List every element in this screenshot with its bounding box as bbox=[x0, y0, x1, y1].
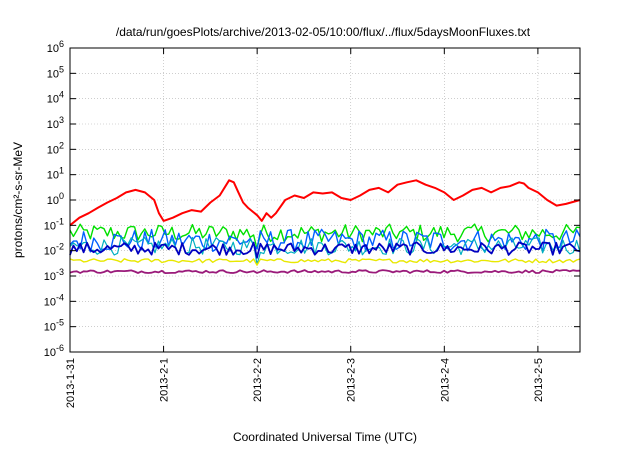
y-tick-label: 10-5 bbox=[44, 318, 64, 334]
y-tick-label: 106 bbox=[47, 39, 64, 55]
x-axis: 2013-1-31 2013-2-1 2013-2-2 2013-2-3 2013-2-… bbox=[65, 48, 545, 408]
flux-band-line bbox=[69, 258, 581, 266]
flux-band-line bbox=[69, 269, 581, 275]
series-layer bbox=[69, 179, 581, 275]
y-tick-label: 10-6 bbox=[44, 343, 64, 359]
x-tick-label: 2013-2-1 bbox=[159, 358, 171, 402]
x-tick-label: 2013-2-3 bbox=[346, 358, 358, 402]
y-tick-label: 101 bbox=[47, 166, 64, 182]
flux-band-line bbox=[69, 223, 581, 250]
y-tick-label: 10-3 bbox=[44, 267, 64, 283]
y-tick-label: 104 bbox=[47, 90, 64, 106]
flux-series-line bbox=[69, 179, 581, 227]
y-tick-label: 103 bbox=[47, 115, 64, 131]
grid-layer bbox=[70, 48, 580, 352]
flux-band-line bbox=[69, 241, 581, 259]
x-tick-label: 2013-1-31 bbox=[65, 358, 77, 408]
x-tick-label: 2013-2-4 bbox=[439, 358, 451, 402]
x-tick-label: 2013-2-5 bbox=[533, 358, 545, 402]
y-axis: 10-6 10-5 10-4 10-3 10-2 10-1 100 101 102 103 104 1… bbox=[44, 39, 580, 359]
x-axis-label: Coordinated Universal Time (UTC) bbox=[233, 430, 417, 444]
y-tick-label: 10-4 bbox=[44, 292, 64, 308]
y-axis-label: protons/cm²-s-sr-MeV bbox=[11, 142, 25, 258]
y-tick-label: 100 bbox=[47, 191, 64, 207]
flux-band-line bbox=[69, 228, 581, 253]
y-tick-label: 10-1 bbox=[44, 216, 64, 232]
chart-title: /data/run/goesPlots/archive/2013-02-05/1… bbox=[116, 25, 531, 39]
y-tick-label: 10-2 bbox=[44, 242, 64, 258]
y-tick-label: 102 bbox=[47, 140, 64, 156]
x-tick-label: 2013-2-2 bbox=[252, 358, 264, 402]
y-tick-label: 105 bbox=[47, 64, 64, 80]
